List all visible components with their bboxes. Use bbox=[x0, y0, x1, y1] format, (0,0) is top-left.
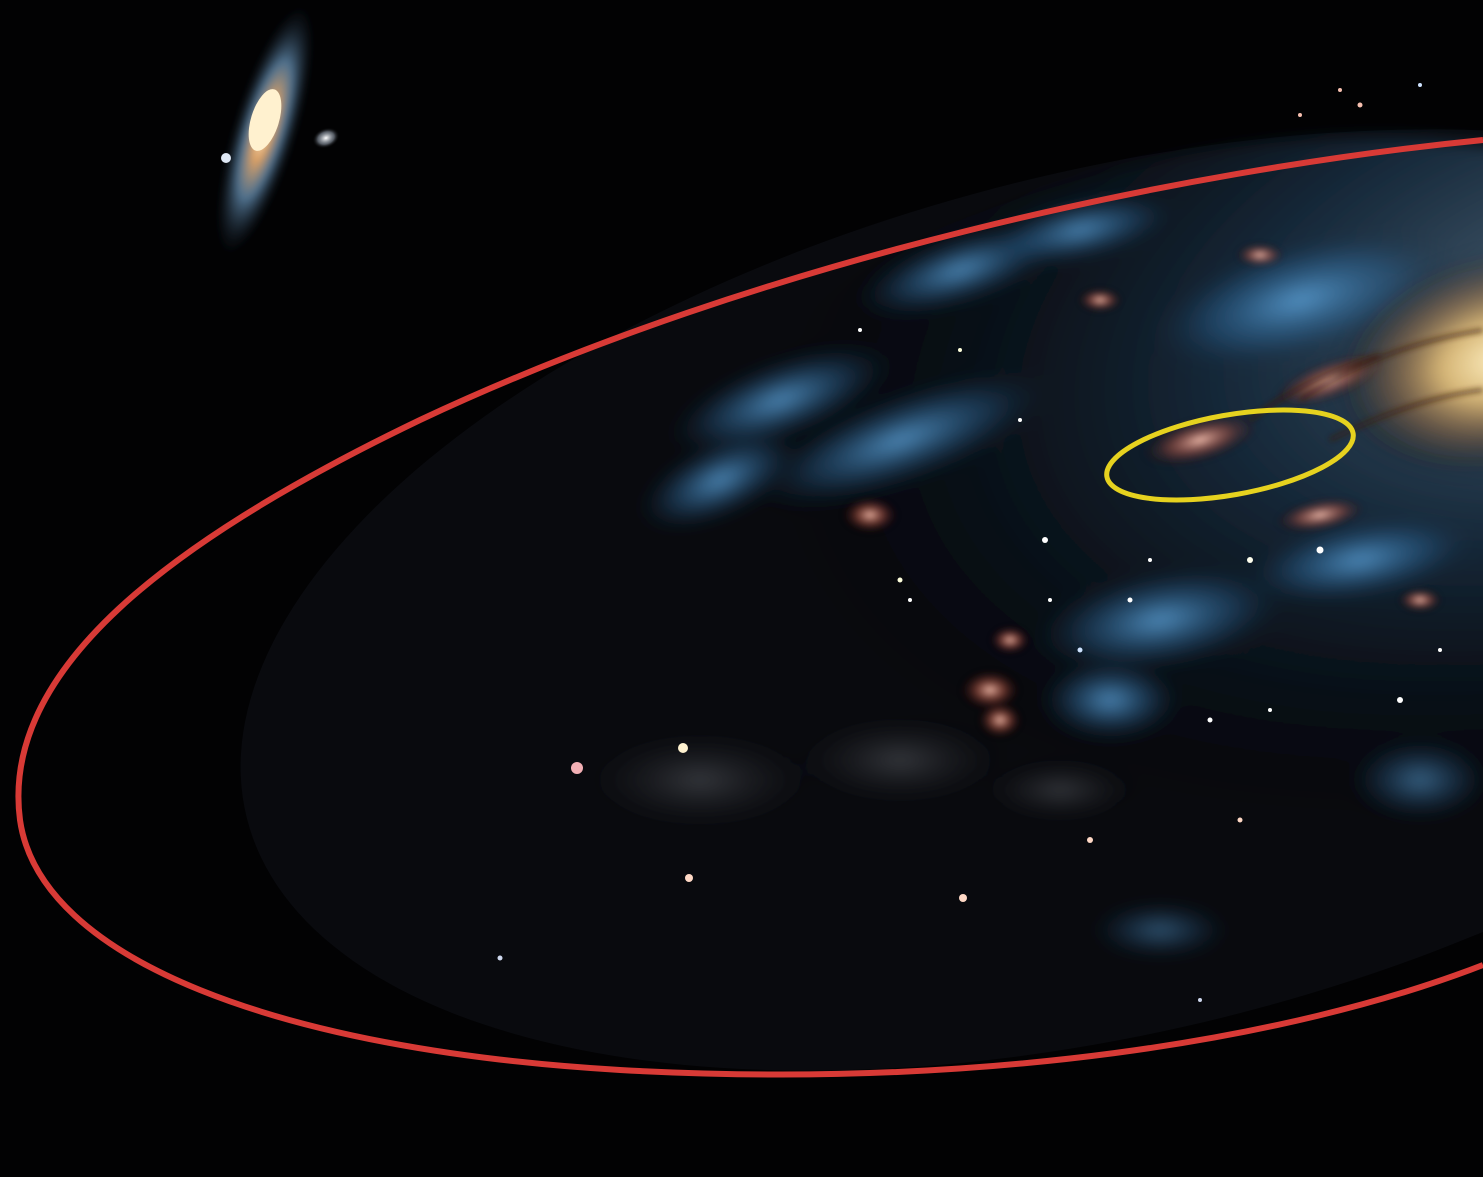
milky-way-disk bbox=[572, 137, 1483, 958]
star-field bbox=[497, 83, 1442, 1002]
galaxy-outline bbox=[15, 137, 1483, 1078]
andromeda-galaxy bbox=[216, 5, 314, 255]
sun-region-marker bbox=[1104, 407, 1356, 503]
satellite-galaxy bbox=[312, 127, 340, 149]
galactic-core bbox=[1332, 245, 1483, 475]
